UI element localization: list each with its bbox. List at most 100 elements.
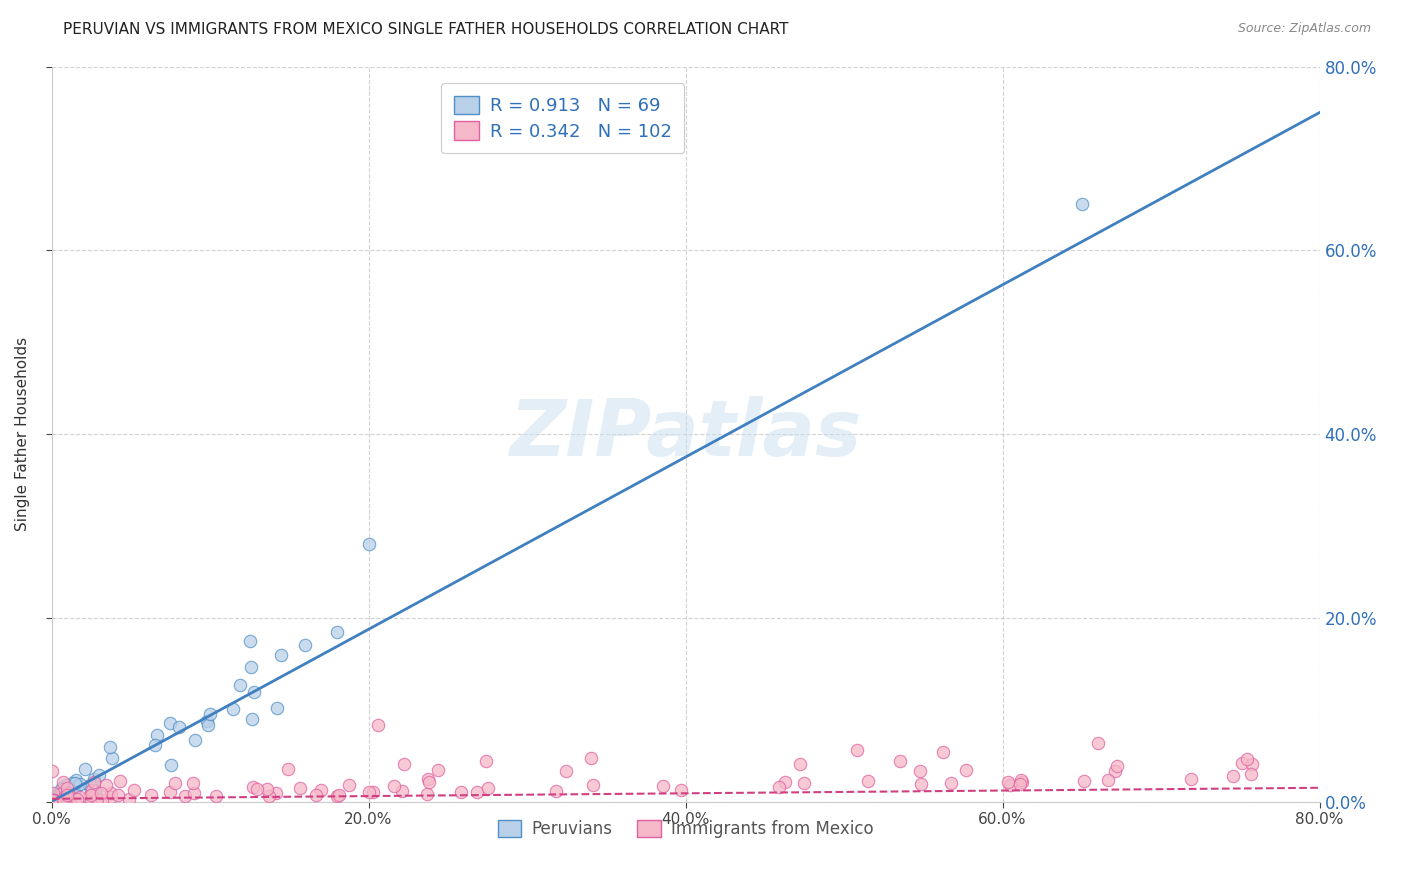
- Point: [94, 778, 117, 792]
- Point: [42, 795, 65, 809]
- Point: [195, 714, 218, 728]
- Point: [1097, 772, 1119, 787]
- Point: [60, 775, 83, 789]
- Point: [82, 782, 104, 797]
- Point: [163, 776, 186, 790]
- Point: [789, 756, 811, 771]
- Point: [910, 764, 932, 779]
- Point: [83, 775, 105, 789]
- Point: [475, 754, 498, 768]
- Point: [44, 787, 66, 801]
- Point: [69, 777, 91, 791]
- Point: [242, 712, 264, 726]
- Point: [1070, 197, 1092, 211]
- Point: [270, 648, 292, 662]
- Point: [45, 789, 67, 803]
- Point: [77, 789, 100, 804]
- Point: [363, 785, 385, 799]
- Point: [48, 789, 70, 803]
- Point: [42, 793, 65, 807]
- Point: [58, 790, 80, 805]
- Point: [266, 701, 288, 715]
- Point: [69, 790, 91, 805]
- Point: [110, 774, 132, 789]
- Point: [910, 777, 932, 791]
- Point: [582, 778, 605, 792]
- Point: [73, 762, 96, 776]
- Point: [326, 789, 349, 803]
- Point: [66, 792, 89, 806]
- Point: [52, 791, 75, 805]
- Point: [184, 733, 207, 747]
- Point: [52, 792, 75, 806]
- Point: [357, 537, 380, 551]
- Point: [416, 772, 439, 786]
- Point: [55, 780, 77, 795]
- Point: [889, 754, 911, 768]
- Point: [477, 781, 499, 796]
- Point: [1105, 759, 1128, 773]
- Point: [1011, 772, 1033, 787]
- Point: [100, 786, 122, 800]
- Point: [239, 660, 262, 674]
- Point: [41, 792, 63, 806]
- Point: [49, 791, 72, 805]
- Point: [256, 782, 278, 797]
- Point: [53, 788, 76, 802]
- Point: [41, 795, 63, 809]
- Point: [42, 795, 65, 809]
- Point: [79, 780, 101, 794]
- Point: [997, 775, 1019, 789]
- Point: [51, 795, 73, 809]
- Point: [44, 789, 66, 804]
- Point: [465, 785, 488, 799]
- Point: [357, 784, 380, 798]
- Point: [44, 794, 66, 808]
- Point: [328, 789, 350, 803]
- Point: [55, 789, 77, 803]
- Text: ZIPatlas: ZIPatlas: [509, 396, 862, 472]
- Point: [83, 772, 105, 786]
- Point: [1087, 736, 1109, 750]
- Point: [1240, 757, 1263, 772]
- Point: [197, 718, 219, 732]
- Point: [159, 715, 181, 730]
- Point: [205, 789, 228, 803]
- Point: [426, 764, 449, 778]
- Point: [246, 782, 269, 797]
- Point: [1222, 769, 1244, 783]
- Point: [44, 793, 66, 807]
- Point: [48, 789, 70, 803]
- Point: [52, 775, 75, 789]
- Point: [1008, 777, 1031, 791]
- Point: [174, 789, 197, 803]
- Point: [858, 774, 880, 789]
- Point: [1104, 764, 1126, 778]
- Point: [311, 783, 333, 797]
- Point: [160, 757, 183, 772]
- Point: [183, 786, 205, 800]
- Point: [83, 784, 105, 798]
- Point: [1180, 772, 1202, 786]
- Point: [1236, 751, 1258, 765]
- Point: [49, 789, 72, 804]
- Point: [79, 779, 101, 793]
- Point: [671, 783, 693, 797]
- Point: [181, 776, 204, 790]
- Point: [998, 778, 1021, 792]
- Point: [51, 795, 73, 809]
- Point: [139, 788, 162, 802]
- Point: [65, 791, 87, 805]
- Point: [243, 684, 266, 698]
- Point: [544, 784, 567, 798]
- Point: [51, 781, 73, 796]
- Point: [62, 784, 84, 798]
- Point: [555, 764, 578, 778]
- Point: [146, 728, 169, 742]
- Point: [337, 778, 360, 792]
- Point: [239, 633, 262, 648]
- Point: [418, 775, 440, 789]
- Point: [367, 718, 389, 732]
- Point: [294, 639, 316, 653]
- Point: [416, 787, 439, 801]
